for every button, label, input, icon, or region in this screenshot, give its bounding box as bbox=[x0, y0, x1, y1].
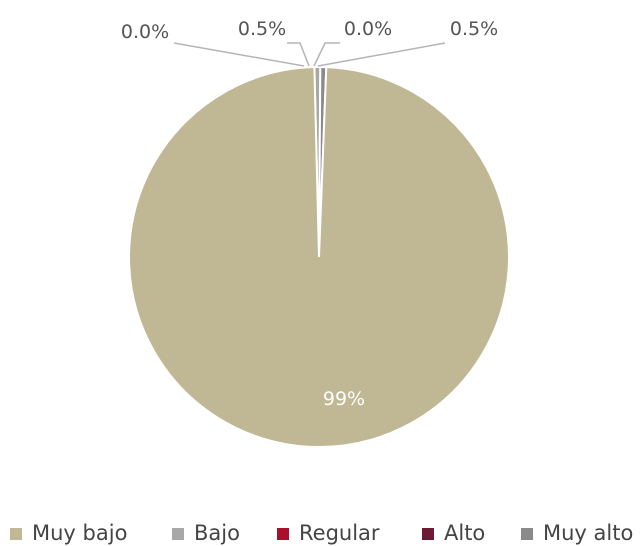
legend-item-alto: Alto bbox=[422, 521, 485, 545]
legend: Muy bajo Bajo Regular Alto Muy alto bbox=[10, 521, 633, 545]
pie-slices bbox=[128, 65, 510, 448]
legend-item-muy-bajo: Muy bajo bbox=[10, 521, 127, 545]
legend-label-regular: Regular bbox=[299, 521, 380, 545]
legend-label-muy-alto: Muy alto bbox=[543, 521, 633, 545]
legend-label-bajo: Bajo bbox=[194, 521, 240, 545]
data-label-bajo: 0.5% bbox=[238, 18, 286, 40]
leader-line-regular bbox=[313, 42, 340, 67]
legend-item-muy-alto: Muy alto bbox=[521, 521, 633, 545]
data-label-regular: 0.0% bbox=[344, 18, 392, 40]
legend-item-bajo: Bajo bbox=[172, 521, 240, 545]
legend-swatch-bajo bbox=[172, 528, 184, 540]
data-label-alto: 0.0% bbox=[121, 21, 169, 43]
legend-swatch-regular bbox=[277, 528, 289, 540]
legend-swatch-alto bbox=[422, 528, 434, 540]
leader-line-bajo bbox=[287, 42, 310, 67]
leader-line-muy-alto bbox=[317, 42, 446, 67]
data-label-muy-bajo: 99% bbox=[323, 388, 365, 410]
legend-swatch-muy-alto bbox=[521, 528, 533, 540]
legend-label-muy-bajo: Muy bajo bbox=[32, 521, 127, 545]
leader-lines bbox=[173, 42, 446, 67]
legend-item-regular: Regular bbox=[277, 521, 380, 545]
legend-label-alto: Alto bbox=[444, 521, 485, 545]
legend-swatch-muy-bajo bbox=[10, 528, 22, 540]
data-label-muy-alto: 0.5% bbox=[450, 18, 498, 40]
pie-slice-muy-bajo bbox=[128, 66, 510, 448]
leader-line-alto bbox=[173, 42, 305, 67]
data-labels: 99% 0.0% 0.5% 0.0% 0.5% bbox=[121, 18, 498, 410]
